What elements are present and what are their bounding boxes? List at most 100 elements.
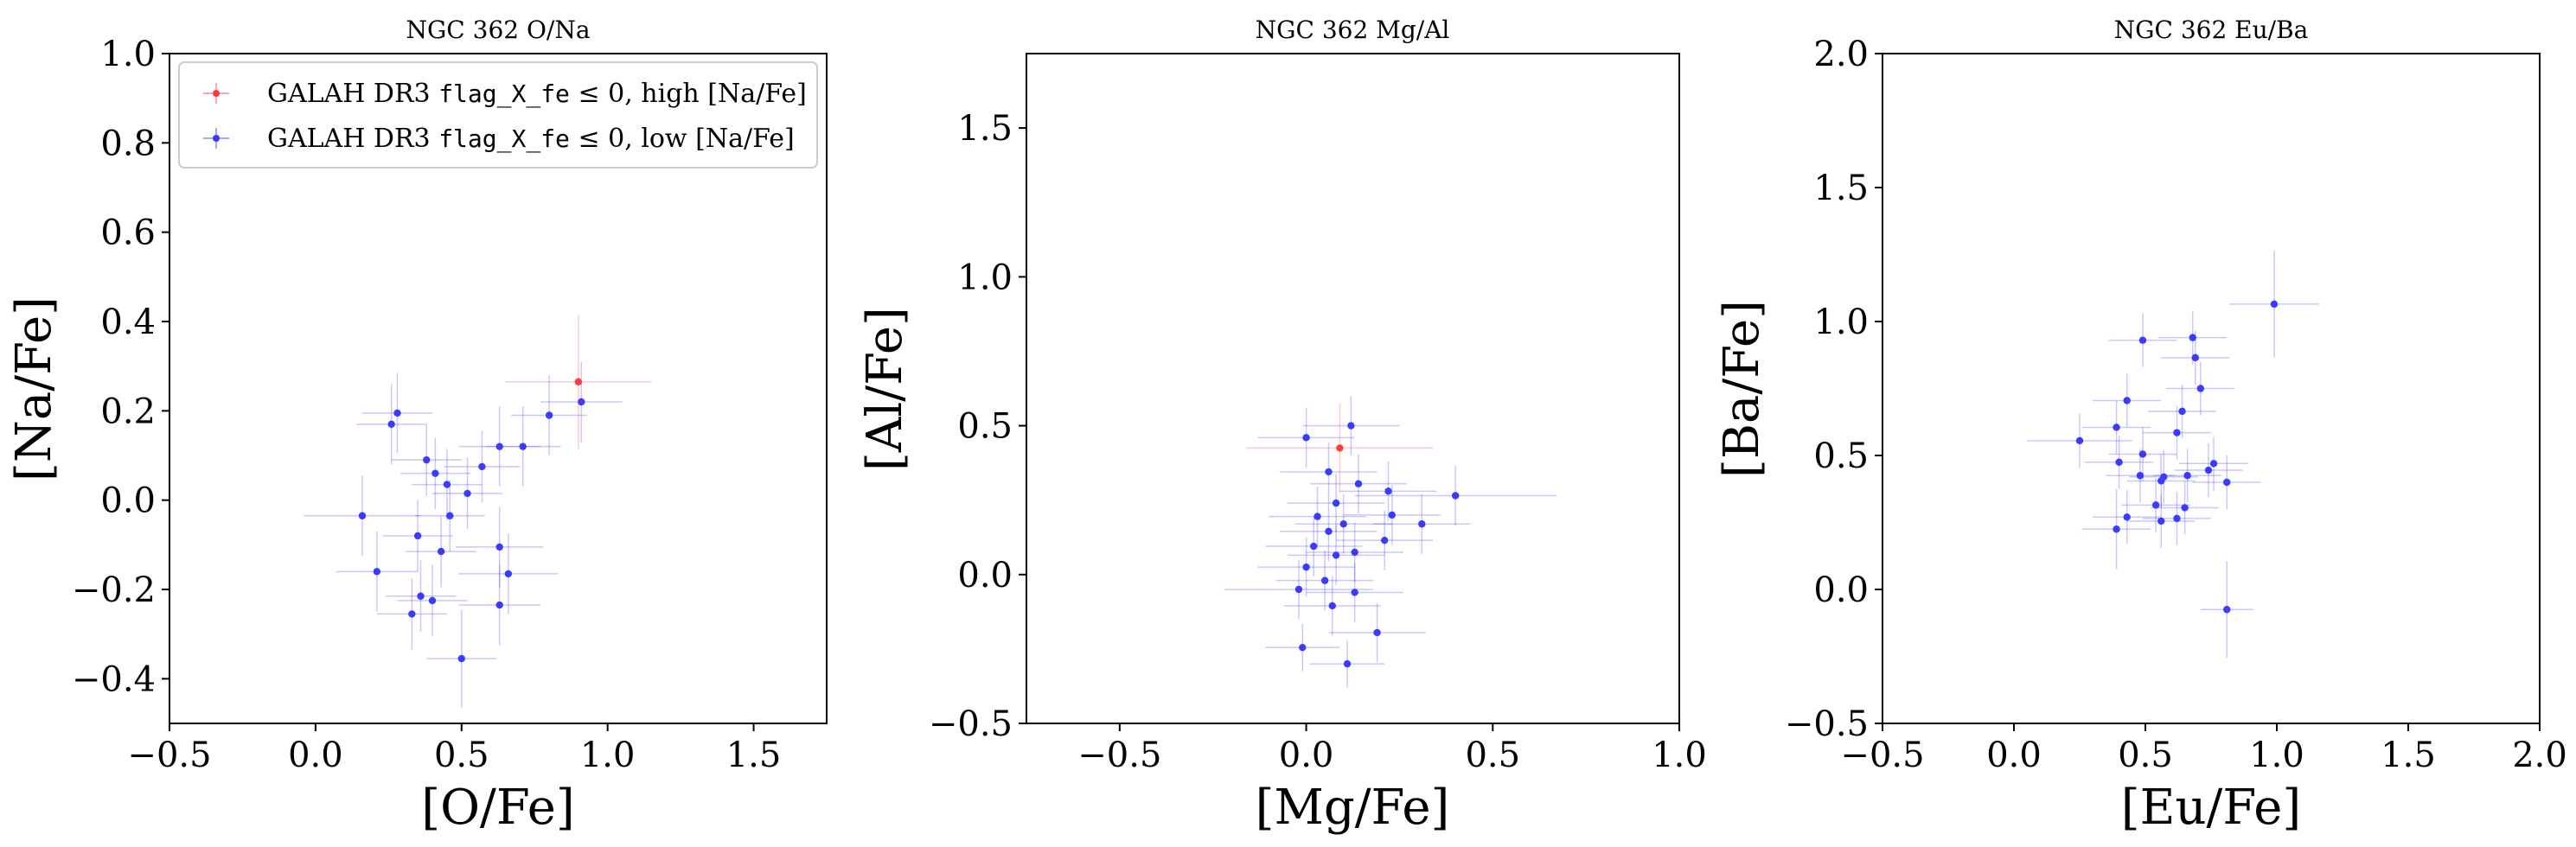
marker-low: [1299, 643, 1307, 652]
x-axis-label: [Eu/Fe]: [2121, 780, 2301, 836]
x-tick-label: 1.5: [726, 736, 782, 775]
data-point-low: [1294, 494, 1392, 554]
x-tick-label: 0.0: [1986, 736, 2042, 775]
data-point-low: [1354, 466, 1556, 525]
legend-text-prefix: GALAH DR3: [267, 124, 438, 154]
data-point-low: [1257, 537, 1355, 597]
y-tick-label: 1.5: [957, 109, 1013, 149]
marker-low: [1451, 492, 1460, 500]
data-point-low: [361, 373, 432, 454]
panel-eu-ba: NGC 362 Eu/Ba −0.5 0.0 0.5 1.0 1.5 2.0 −0.5 0.0…: [1714, 16, 2567, 836]
data-point-low: [2121, 478, 2190, 532]
marker-low: [2136, 472, 2145, 480]
marker-low: [1314, 513, 1321, 520]
marker-low: [2151, 501, 2160, 509]
x-tick-label: −0.5: [1077, 736, 1161, 775]
x-tick-label: 1.0: [2249, 736, 2304, 775]
marker-low: [1384, 487, 1392, 495]
y-tick-label: −0.5: [1785, 704, 1869, 744]
data-point-low: [2229, 250, 2319, 358]
marker-low: [2173, 429, 2181, 436]
data-point-low: [1302, 396, 1400, 455]
panel-o-na: NGC 362 O/Na −0.5 0.0 0.5 1.0 1.5 −0.4 −0.2 0.0…: [6, 16, 828, 836]
data-point-low: [400, 437, 470, 509]
marker-low: [457, 654, 465, 663]
legend-flag-name: flag_X_fe: [438, 80, 570, 109]
y-tick-label: 0.6: [100, 213, 156, 253]
marker-low: [358, 512, 367, 519]
legend-marker-high: [213, 90, 220, 97]
x-tick-label: −0.5: [1840, 736, 1924, 775]
marker-low: [495, 601, 503, 609]
x-tick-label: 0.5: [2118, 736, 2173, 775]
data-point-low: [1276, 551, 1374, 611]
y-tick-label: 1.5: [1813, 169, 1869, 208]
data-point-low: [2192, 455, 2261, 509]
data-point-low: [406, 515, 476, 588]
data-point-low: [2174, 443, 2243, 498]
marker-low: [2075, 436, 2084, 445]
data-point-low: [2027, 413, 2132, 468]
y-tick-label: −0.4: [72, 659, 156, 699]
data-point-low: [412, 449, 483, 520]
data-point-low: [2166, 361, 2235, 416]
marker-low: [1328, 602, 1336, 610]
data-point-low: [2148, 384, 2217, 438]
data-point-low: [2142, 491, 2211, 545]
x-axis-label: [O/Fe]: [421, 780, 574, 836]
marker-low: [443, 481, 451, 488]
panel-title: NGC 362 O/Na: [406, 16, 590, 44]
legend-entry-low: GALAH DR3 flag_X_fe ≤ 0, low [Na/Fe]: [203, 124, 795, 154]
panel-title: NGC 362 Eu/Ba: [2114, 16, 2309, 44]
y-tick-label: 1.0: [100, 35, 156, 74]
marker-low: [2223, 478, 2231, 487]
marker-low: [387, 420, 395, 429]
data-point-low: [336, 531, 419, 612]
data-point-low: [397, 564, 468, 637]
x-tick-label: 0.0: [288, 736, 343, 775]
marker-low: [495, 543, 503, 551]
legend: GALAH DR3 flag_X_fe ≤ 0, high [Na/Fe] GA…: [178, 61, 818, 169]
marker-low: [2123, 397, 2131, 404]
marker-low: [495, 443, 503, 450]
marker-low: [2196, 385, 2205, 392]
data-point-low: [2153, 449, 2222, 503]
marker-high: [574, 378, 583, 385]
legend-box: [178, 61, 818, 169]
data-point-low: [2082, 400, 2151, 455]
data-point-low: [385, 560, 457, 633]
data-point-low: [356, 384, 427, 465]
panel-title: NGC 362 Mg/Al: [1256, 16, 1450, 44]
data-point-low: [458, 533, 559, 615]
data-point-low: [511, 375, 588, 455]
legend-text-suffix: ≤ 0, low [Na/Fe]: [570, 124, 795, 154]
y-tick-label: 1.0: [957, 258, 1013, 297]
data-point-low: [2179, 436, 2248, 491]
marker-low: [1332, 551, 1340, 559]
marker-low: [2183, 472, 2191, 480]
data-point-high: [1246, 403, 1434, 494]
data-point-low: [2161, 330, 2230, 385]
marker-low: [2173, 514, 2181, 523]
data-point-low: [458, 564, 540, 646]
data-point-low: [376, 578, 447, 650]
marker-low: [417, 592, 425, 600]
x-tick-label: 1.5: [2381, 736, 2436, 775]
marker-low: [1351, 589, 1358, 596]
marker-high: [1336, 444, 1344, 452]
marker-low: [446, 512, 454, 519]
marker-low: [2138, 336, 2147, 344]
data-point-low: [414, 480, 485, 552]
legend-marker-low: [213, 135, 220, 142]
marker-low: [413, 532, 422, 540]
y-tick-label: 0.0: [957, 556, 1013, 595]
marker-low: [545, 411, 553, 419]
data-point-high: [505, 315, 652, 449]
data-point-low: [1280, 501, 1377, 562]
svg-text:GALAH DR3 flag_X_fe ≤ 0, high: GALAH DR3 flag_X_fe ≤ 0, high [Na/Fe]: [267, 79, 807, 109]
y-tick-label: 0.5: [957, 407, 1013, 447]
x-tick-label: 0.5: [1465, 736, 1520, 775]
marker-low: [1343, 659, 1352, 668]
marker-low: [1339, 520, 1347, 528]
data-point-low: [1257, 407, 1355, 468]
